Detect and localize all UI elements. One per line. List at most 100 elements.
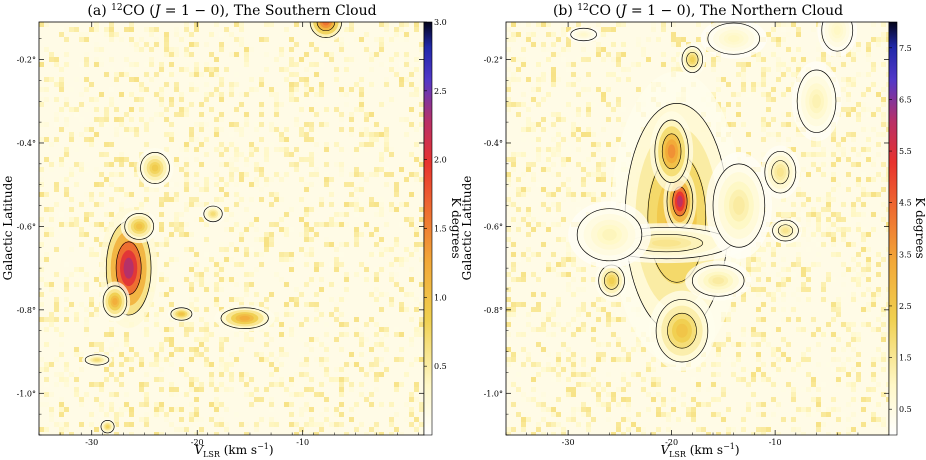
- noise-pixel: [244, 332, 249, 337]
- noise-pixel: [59, 412, 64, 417]
- noise-pixel: [756, 402, 761, 407]
- noise-pixel: [751, 392, 756, 397]
- noise-pixel: [84, 322, 89, 327]
- noise-pixel: [394, 412, 399, 417]
- noise-pixel: [339, 172, 344, 177]
- noise-pixel: [606, 52, 611, 57]
- noise-pixel: [144, 27, 149, 32]
- noise-pixel: [169, 52, 174, 57]
- noise-pixel: [84, 77, 89, 82]
- noise-pixel: [254, 422, 259, 427]
- noise-pixel: [264, 247, 269, 252]
- noise-pixel: [571, 82, 576, 87]
- noise-pixel: [319, 82, 324, 87]
- noise-pixel: [229, 227, 234, 232]
- noise-pixel: [189, 262, 194, 267]
- noise-pixel: [726, 407, 731, 412]
- noise-pixel: [59, 377, 64, 382]
- noise-pixel: [716, 97, 721, 102]
- emission-level: [812, 94, 821, 109]
- noise-pixel: [79, 202, 84, 207]
- noise-pixel: [249, 247, 254, 252]
- noise-pixel: [309, 87, 314, 92]
- noise-pixel: [259, 302, 264, 307]
- noise-pixel: [174, 227, 179, 232]
- noise-pixel: [264, 157, 269, 162]
- noise-pixel: [229, 87, 234, 92]
- noise-pixel: [716, 432, 721, 435]
- noise-pixel: [379, 357, 384, 362]
- noise-pixel: [49, 77, 54, 82]
- noise-pixel: [776, 57, 781, 62]
- noise-pixel: [591, 302, 596, 307]
- noise-pixel: [791, 22, 796, 27]
- noise-pixel: [841, 272, 846, 277]
- noise-pixel: [104, 142, 109, 147]
- noise-pixel: [94, 107, 99, 112]
- noise-pixel: [571, 252, 576, 257]
- noise-pixel: [721, 392, 726, 397]
- noise-pixel: [871, 412, 876, 417]
- noise-pixel: [741, 367, 746, 372]
- x-tick-label: -30: [85, 438, 98, 447]
- noise-pixel: [404, 32, 409, 37]
- noise-pixel: [164, 182, 169, 187]
- noise-pixel: [314, 307, 319, 312]
- noise-pixel: [576, 287, 581, 292]
- noise-pixel: [409, 267, 414, 272]
- noise-pixel: [184, 142, 189, 147]
- noise-pixel: [124, 337, 129, 342]
- noise-pixel: [124, 112, 129, 117]
- noise-pixel: [526, 107, 531, 112]
- noise-pixel: [354, 317, 359, 322]
- noise-pixel: [234, 167, 239, 172]
- noise-pixel: [771, 362, 776, 367]
- noise-pixel: [671, 32, 676, 37]
- noise-pixel: [219, 422, 224, 427]
- noise-pixel: [846, 92, 851, 97]
- noise-pixel: [219, 387, 224, 392]
- noise-pixel: [324, 172, 329, 177]
- noise-pixel: [736, 62, 741, 67]
- noise-pixel: [49, 287, 54, 292]
- noise-pixel: [691, 407, 696, 412]
- noise-pixel: [521, 37, 526, 42]
- noise-pixel: [671, 67, 676, 72]
- noise-pixel: [284, 67, 289, 72]
- noise-pixel: [204, 62, 209, 67]
- noise-pixel: [516, 207, 521, 212]
- noise-pixel: [319, 287, 324, 292]
- noise-pixel: [214, 367, 219, 372]
- noise-pixel: [596, 357, 601, 362]
- noise-pixel: [84, 62, 89, 67]
- noise-pixel: [289, 47, 294, 52]
- noise-pixel: [374, 202, 379, 207]
- noise-pixel: [511, 307, 516, 312]
- noise-pixel: [886, 287, 889, 292]
- noise-pixel: [234, 52, 239, 57]
- noise-pixel: [766, 427, 771, 432]
- noise-pixel: [219, 152, 224, 157]
- contour-line: [691, 264, 745, 297]
- noise-pixel: [309, 407, 314, 412]
- noise-pixel: [409, 407, 414, 412]
- noise-pixel: [174, 182, 179, 187]
- noise-pixel: [621, 122, 626, 127]
- noise-pixel: [414, 142, 419, 147]
- noise-pixel: [756, 427, 761, 432]
- noise-pixel: [886, 67, 889, 72]
- noise-pixel: [109, 407, 114, 412]
- noise-pixel: [144, 122, 149, 127]
- noise-pixel: [184, 52, 189, 57]
- noise-pixel: [881, 392, 886, 397]
- noise-pixel: [119, 407, 124, 412]
- noise-pixel: [846, 227, 851, 232]
- noise-pixel: [64, 317, 69, 322]
- noise-pixel: [99, 57, 104, 62]
- noise-pixel: [541, 127, 546, 132]
- noise-pixel: [796, 257, 801, 262]
- noise-pixel: [219, 142, 224, 147]
- noise-pixel: [54, 122, 59, 127]
- noise-pixel: [541, 327, 546, 332]
- noise-pixel: [526, 127, 531, 132]
